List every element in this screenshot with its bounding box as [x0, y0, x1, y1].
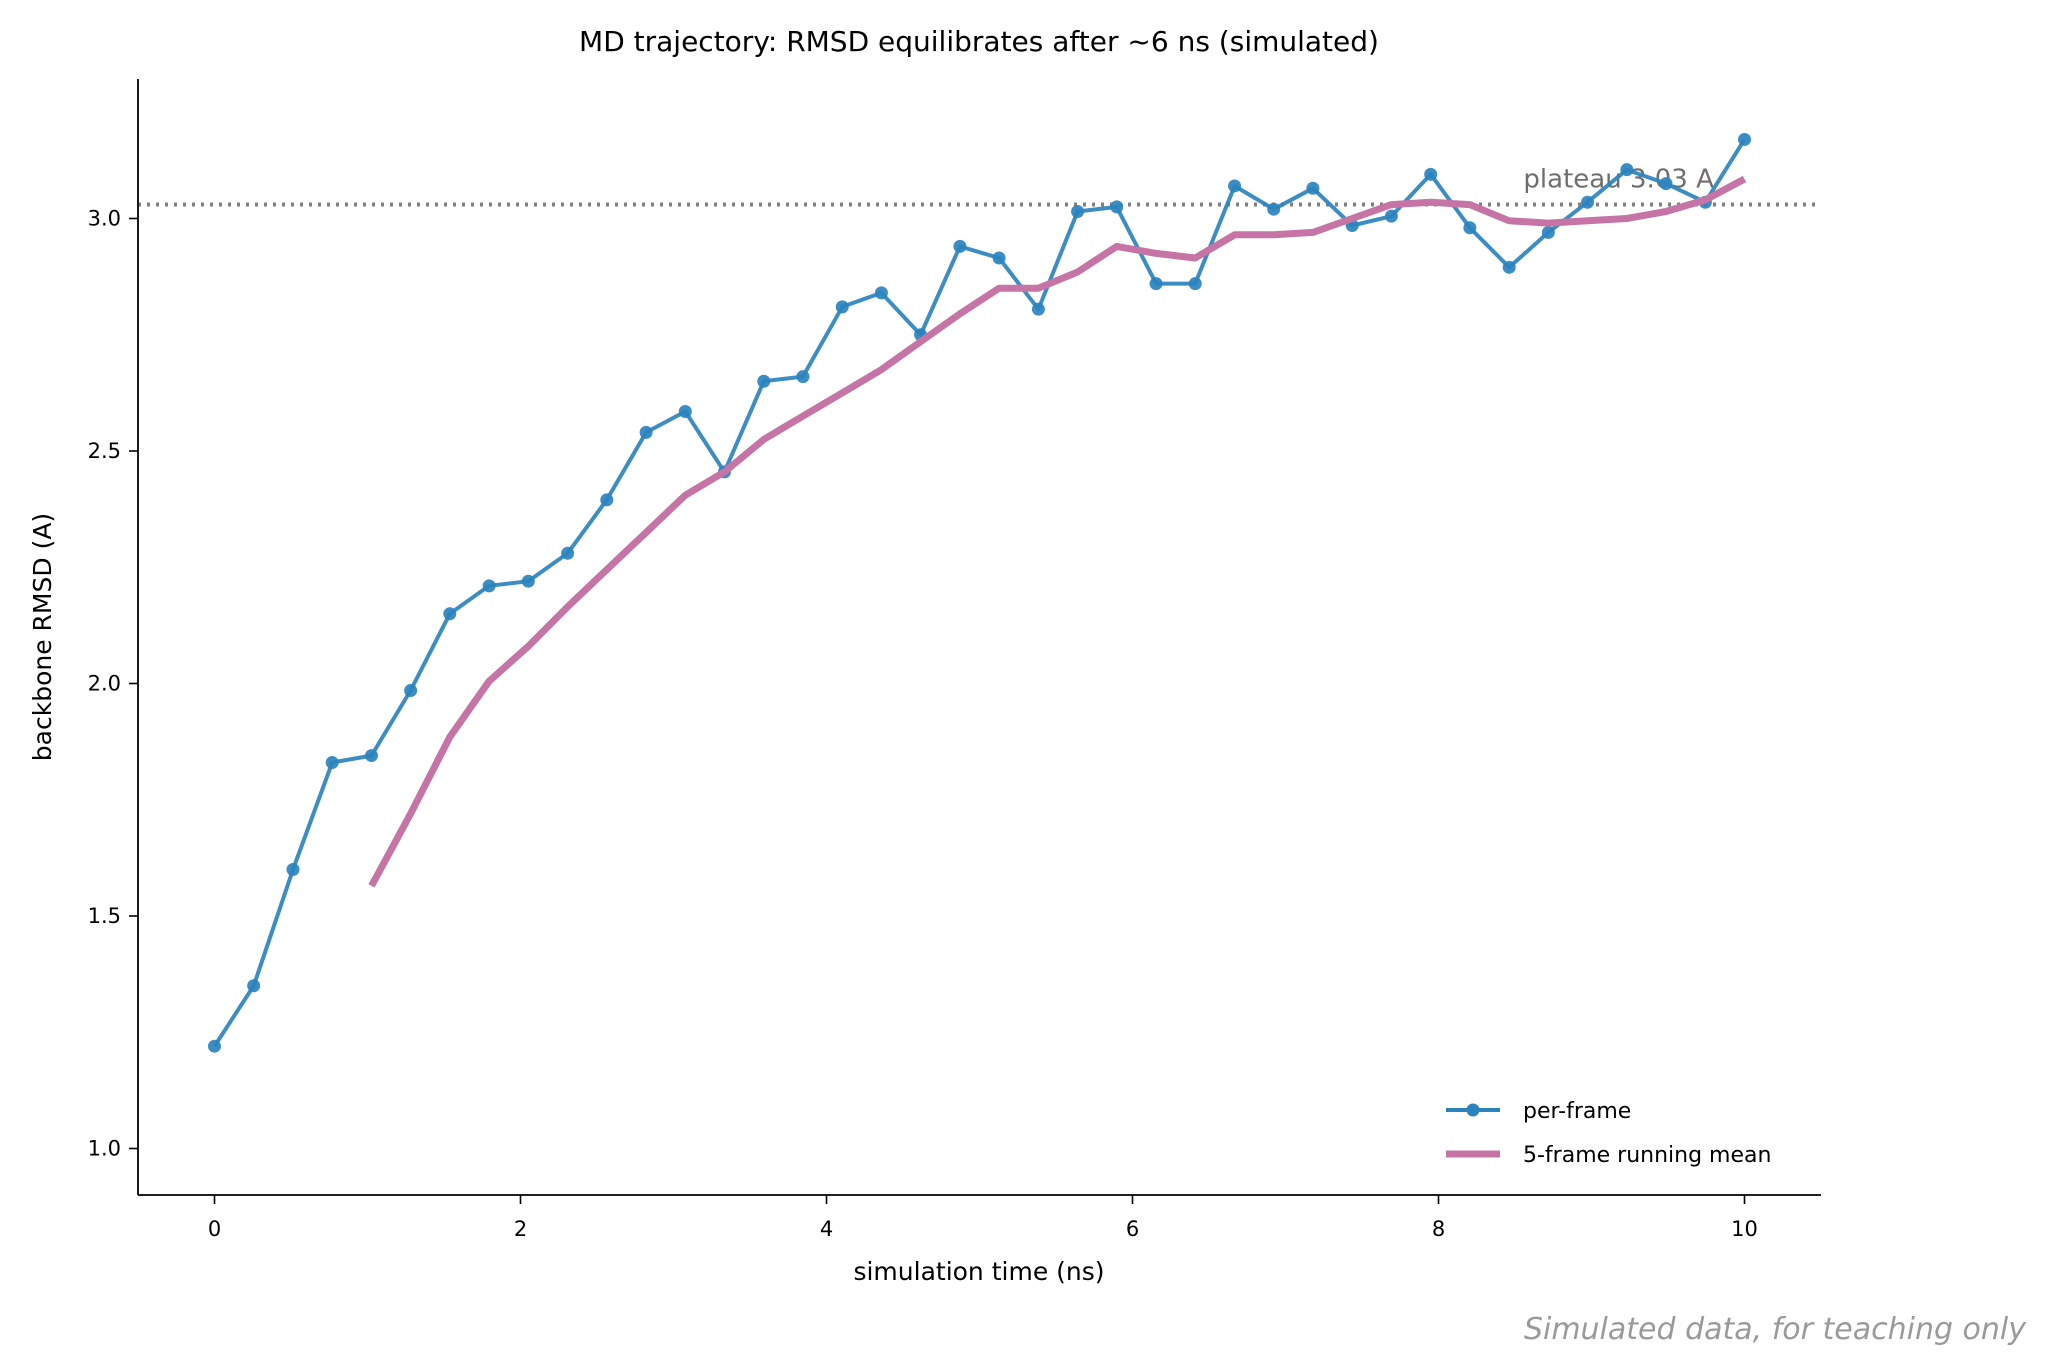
x-axis-label: simulation time (ns): [853, 1257, 1104, 1286]
axes: [137, 79, 1821, 1196]
data-point: [600, 493, 614, 507]
data-point: [1267, 202, 1281, 216]
series-layer: [208, 132, 1751, 1053]
data-point: [953, 239, 967, 253]
data-point: [992, 251, 1006, 265]
data-point: [1463, 221, 1477, 235]
data-point: [1620, 163, 1634, 177]
y-axis-label: backbone RMSD (A): [28, 513, 57, 761]
y-tick-label: 1.0: [88, 1137, 121, 1161]
x-ticks: 0 2 4 6 8 10: [208, 1195, 1758, 1241]
data-point: [1188, 277, 1202, 291]
plateau-label: plateau 3.03 A: [1523, 165, 1714, 195]
data-point: [1659, 177, 1673, 191]
x-tick-label: 8: [1432, 1217, 1445, 1241]
data-point: [835, 300, 849, 314]
data-point: [639, 425, 653, 439]
x-tick-label: 2: [514, 1217, 527, 1241]
series-line-per-frame: [212, 138, 1747, 1048]
data-point: [1031, 302, 1045, 316]
y-ticks: 1.0 1.5 2.0 2.5 3.0: [88, 207, 138, 1161]
data-point: [1149, 277, 1163, 291]
data-point: [443, 607, 457, 621]
data-point: [1738, 132, 1751, 146]
data-point: [757, 374, 771, 388]
y-tick-label: 1.5: [88, 904, 121, 928]
y-tick-label: 2.5: [88, 439, 121, 463]
data-point: [1424, 167, 1438, 181]
data-point: [1071, 205, 1085, 219]
data-point: [561, 546, 575, 560]
data-point: [1306, 181, 1320, 195]
legend-label-running-mean: 5-frame running mean: [1523, 1143, 1771, 1168]
data-point: [482, 579, 496, 593]
data-point: [1581, 195, 1595, 209]
data-point: [364, 749, 378, 763]
data-point: [678, 404, 692, 418]
plateau-reference: plateau 3.03 A: [138, 165, 1821, 207]
data-point: [325, 756, 339, 770]
footnote: Simulated data, for teaching only: [1524, 1312, 2027, 1347]
x-tick-label: 6: [1126, 1217, 1139, 1241]
data-point: [796, 370, 810, 384]
y-tick-label: 2.0: [88, 672, 121, 696]
data-point: [1228, 179, 1242, 193]
x-tick-label: 0: [208, 1217, 221, 1241]
x-tick-label: 4: [820, 1217, 833, 1241]
legend-marker-per-frame: [1466, 1103, 1480, 1117]
series-line-running-mean: [368, 175, 1747, 888]
data-point: [874, 286, 888, 300]
data-point: [1384, 209, 1398, 223]
data-point: [1541, 225, 1555, 239]
x-tick-label: 10: [1731, 1217, 1758, 1241]
y-tick-label: 3.0: [88, 207, 121, 231]
legend: per-frame 5-frame running mean: [1446, 1099, 1771, 1168]
data-point: [1502, 260, 1516, 274]
legend-label-per-frame: per-frame: [1523, 1099, 1631, 1124]
data-point: [404, 683, 418, 697]
data-point: [286, 863, 300, 876]
data-point: [247, 979, 261, 993]
chart-title: MD trajectory: RMSD equilibrates after ~…: [579, 25, 1379, 58]
data-point: [1110, 200, 1124, 214]
data-point: [521, 574, 535, 588]
data-point: [208, 1039, 221, 1053]
